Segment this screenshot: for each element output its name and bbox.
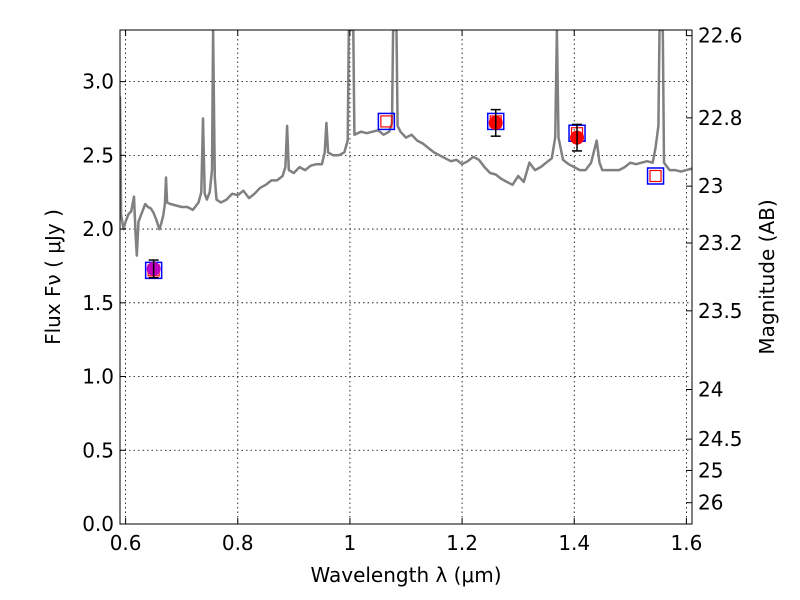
y2-tick-label: 23.2 <box>698 231 743 255</box>
y-axis-title: Flux Fν ( μJy ) <box>41 209 65 345</box>
plot-frame <box>119 29 693 525</box>
x-axis-title: Wavelength λ (μm) <box>310 563 501 587</box>
y2-tick-label: 23.5 <box>698 299 743 323</box>
model-square-outer <box>646 167 665 185</box>
y2-tick-label: 24 <box>698 378 723 402</box>
y-tick-label: 0.0 <box>82 512 114 536</box>
y-tick-label: 2.5 <box>82 143 114 167</box>
y-tick-label: 2.0 <box>82 217 114 241</box>
y2-tick-label: 26 <box>698 491 723 515</box>
axes: 0.6 0.8 1 1.2 1.4 1.6 0.0 0.5 1.0 1.5 2.0 2.5 3.0 22.… <box>82 24 742 555</box>
y2-tick-label: 22.8 <box>698 106 743 130</box>
y2-tick-label: 22.6 <box>698 24 743 48</box>
y2-axis-title: Magnitude (AB) <box>755 199 779 354</box>
y2-tick-label: 23 <box>698 174 723 198</box>
y2-tick-label: 25 <box>698 458 723 482</box>
y2-tick-label: 24.5 <box>698 427 743 451</box>
plot-area <box>120 30 692 280</box>
model-square-inner <box>649 169 662 183</box>
y-tick-label: 1.0 <box>82 365 114 389</box>
x-tick-label: 0.6 <box>110 531 142 555</box>
grid-lines <box>120 30 692 525</box>
spectrum-line <box>120 30 692 257</box>
model-square-inner <box>380 115 393 128</box>
x-tick-label: 0.8 <box>222 531 254 555</box>
x-tick-label: 1.6 <box>670 531 702 555</box>
y-tick-label: 1.5 <box>82 291 114 315</box>
model-square-outer <box>377 112 396 131</box>
x-tick-label: 1.4 <box>558 531 590 555</box>
y-tick-label: 0.5 <box>82 438 114 462</box>
y-tick-label: 3.0 <box>82 70 114 94</box>
x-tick-label: 1.2 <box>446 531 478 555</box>
x-tick-label: 1 <box>344 531 357 555</box>
